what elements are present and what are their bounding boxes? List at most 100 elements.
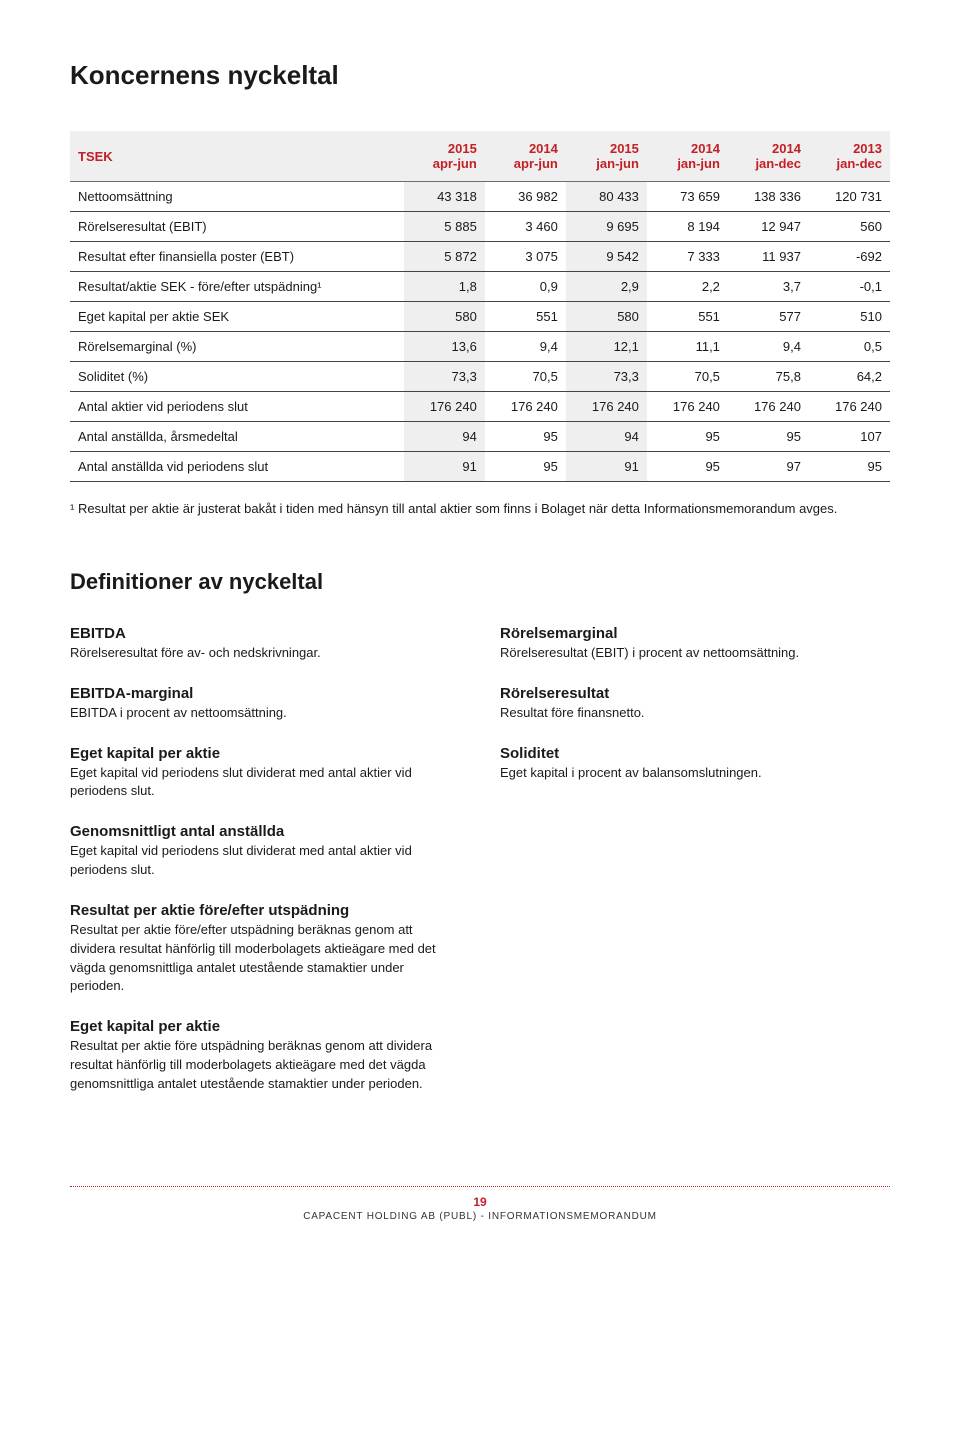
col-header: 2013 jan-dec bbox=[809, 131, 890, 182]
definition-term: Resultat per aktie före/efter utspädning bbox=[70, 902, 460, 919]
cell-value: 97 bbox=[728, 452, 809, 482]
cell-value: 176 240 bbox=[647, 392, 728, 422]
definition-block: Resultat per aktie före/efter utspädning… bbox=[70, 902, 460, 996]
cell-value: 9,4 bbox=[485, 332, 566, 362]
page-container: Koncernens nyckeltal TSEK 2015 apr-jun 2… bbox=[0, 0, 960, 1262]
col-header: 2014 jan-dec bbox=[728, 131, 809, 182]
col-header: 2015 jan-jun bbox=[566, 131, 647, 182]
definition-term: Rörelsemarginal bbox=[500, 625, 890, 642]
cell-value: 176 240 bbox=[728, 392, 809, 422]
cell-value: 176 240 bbox=[566, 392, 647, 422]
row-label: Antal anställda, årsmedeltal bbox=[70, 422, 404, 452]
definition-block: EBITDARörelseresultat före av- och nedsk… bbox=[70, 625, 460, 663]
cell-value: 577 bbox=[728, 302, 809, 332]
cell-value: 36 982 bbox=[485, 182, 566, 212]
cell-value: 580 bbox=[404, 302, 485, 332]
definitions-title: Definitioner av nyckeltal bbox=[70, 569, 890, 595]
definition-block: Genomsnittligt antal anställdaEget kapit… bbox=[70, 823, 460, 880]
col-header: 2015 apr-jun bbox=[404, 131, 485, 182]
cell-value: 3 460 bbox=[485, 212, 566, 242]
cell-value: 120 731 bbox=[809, 182, 890, 212]
table-row: Rörelsemarginal (%)13,69,412,111,19,40,5 bbox=[70, 332, 890, 362]
col-header: 2014 apr-jun bbox=[485, 131, 566, 182]
cell-value: -692 bbox=[809, 242, 890, 272]
definition-description: Rörelseresultat före av- och nedskrivnin… bbox=[70, 644, 460, 663]
header-row-label: TSEK bbox=[70, 131, 404, 182]
cell-value: 94 bbox=[566, 422, 647, 452]
footer-text: CAPACENT HOLDING AB (PUBL) - INFORMATION… bbox=[70, 1211, 890, 1222]
cell-value: 560 bbox=[809, 212, 890, 242]
cell-value: 5 872 bbox=[404, 242, 485, 272]
cell-value: 0,5 bbox=[809, 332, 890, 362]
definition-term: Soliditet bbox=[500, 745, 890, 762]
table-header-row: TSEK 2015 apr-jun 2014 apr-jun 2015 jan-… bbox=[70, 131, 890, 182]
cell-value: 5 885 bbox=[404, 212, 485, 242]
definition-term: Eget kapital per aktie bbox=[70, 745, 460, 762]
definition-description: Resultat per aktie före utspädning beräk… bbox=[70, 1037, 460, 1094]
cell-value: 73,3 bbox=[566, 362, 647, 392]
cell-value: 551 bbox=[485, 302, 566, 332]
definition-block: Rörelseresultat Resultat före finansnetto… bbox=[500, 685, 890, 723]
row-label: Antal aktier vid periodens slut bbox=[70, 392, 404, 422]
cell-value: 551 bbox=[647, 302, 728, 332]
definition-description: Resultat före finansnetto. bbox=[500, 704, 890, 723]
definition-description: Eget kapital i procent av balansomslutni… bbox=[500, 764, 890, 783]
cell-value: 2,9 bbox=[566, 272, 647, 302]
definition-description: Eget kapital vid periodens slut dividera… bbox=[70, 764, 460, 802]
page-number: 19 bbox=[70, 1195, 890, 1209]
col-header: 2014 jan-jun bbox=[647, 131, 728, 182]
definitions-left-col: EBITDARörelseresultat före av- och nedsk… bbox=[70, 625, 460, 1116]
cell-value: 176 240 bbox=[404, 392, 485, 422]
table-row: Antal anställda, årsmedeltal949594959510… bbox=[70, 422, 890, 452]
cell-value: 95 bbox=[647, 452, 728, 482]
cell-value: 91 bbox=[404, 452, 485, 482]
cell-value: 12,1 bbox=[566, 332, 647, 362]
cell-value: 12 947 bbox=[728, 212, 809, 242]
cell-value: 80 433 bbox=[566, 182, 647, 212]
cell-value: 510 bbox=[809, 302, 890, 332]
cell-value: 2,2 bbox=[647, 272, 728, 302]
table-body: Nettoomsättning43 31836 98280 43373 6591… bbox=[70, 182, 890, 482]
page-title: Koncernens nyckeltal bbox=[70, 60, 890, 91]
definition-term: Rörelseresultat bbox=[500, 685, 890, 702]
cell-value: 94 bbox=[404, 422, 485, 452]
cell-value: 8 194 bbox=[647, 212, 728, 242]
cell-value: 13,6 bbox=[404, 332, 485, 362]
row-label: Resultat efter finansiella poster (EBT) bbox=[70, 242, 404, 272]
cell-value: 95 bbox=[728, 422, 809, 452]
row-label: Rörelseresultat (EBIT) bbox=[70, 212, 404, 242]
cell-value: 138 336 bbox=[728, 182, 809, 212]
table-row: Resultat efter finansiella poster (EBT)5… bbox=[70, 242, 890, 272]
definition-block: Rörelsemarginal Rörelseresultat (EBIT) i … bbox=[500, 625, 890, 663]
key-figures-table: TSEK 2015 apr-jun 2014 apr-jun 2015 jan-… bbox=[70, 131, 890, 482]
cell-value: 9 695 bbox=[566, 212, 647, 242]
cell-value: 95 bbox=[485, 422, 566, 452]
cell-value: -0,1 bbox=[809, 272, 890, 302]
definition-description: EBITDA i procent av nettoomsättning. bbox=[70, 704, 460, 723]
cell-value: 91 bbox=[566, 452, 647, 482]
cell-value: 176 240 bbox=[809, 392, 890, 422]
table-row: Rörelseresultat (EBIT)5 8853 4609 6958 1… bbox=[70, 212, 890, 242]
definitions-grid: EBITDARörelseresultat före av- och nedsk… bbox=[70, 625, 890, 1116]
cell-value: 95 bbox=[809, 452, 890, 482]
definitions-right-col: Rörelsemarginal Rörelseresultat (EBIT) i … bbox=[500, 625, 890, 1116]
page-footer: 19 CAPACENT HOLDING AB (PUBL) - INFORMAT… bbox=[70, 1186, 890, 1222]
definition-term: Genomsnittligt antal anställda bbox=[70, 823, 460, 840]
cell-value: 11,1 bbox=[647, 332, 728, 362]
definition-block: Soliditet Eget kapital i procent av balan… bbox=[500, 745, 890, 783]
definition-description: Rörelseresultat (EBIT) i procent av nett… bbox=[500, 644, 890, 663]
cell-value: 1,8 bbox=[404, 272, 485, 302]
row-label: Antal anställda vid periodens slut bbox=[70, 452, 404, 482]
cell-value: 43 318 bbox=[404, 182, 485, 212]
cell-value: 70,5 bbox=[647, 362, 728, 392]
cell-value: 73 659 bbox=[647, 182, 728, 212]
row-label: Soliditet (%) bbox=[70, 362, 404, 392]
definition-term: EBITDA-marginal bbox=[70, 685, 460, 702]
cell-value: 73,3 bbox=[404, 362, 485, 392]
cell-value: 9,4 bbox=[728, 332, 809, 362]
table-footnote: ¹ Resultat per aktie är justerat bakåt i… bbox=[70, 500, 890, 519]
table-row: Resultat/aktie SEK - före/efter utspädni… bbox=[70, 272, 890, 302]
cell-value: 95 bbox=[485, 452, 566, 482]
cell-value: 3 075 bbox=[485, 242, 566, 272]
row-label: Eget kapital per aktie SEK bbox=[70, 302, 404, 332]
